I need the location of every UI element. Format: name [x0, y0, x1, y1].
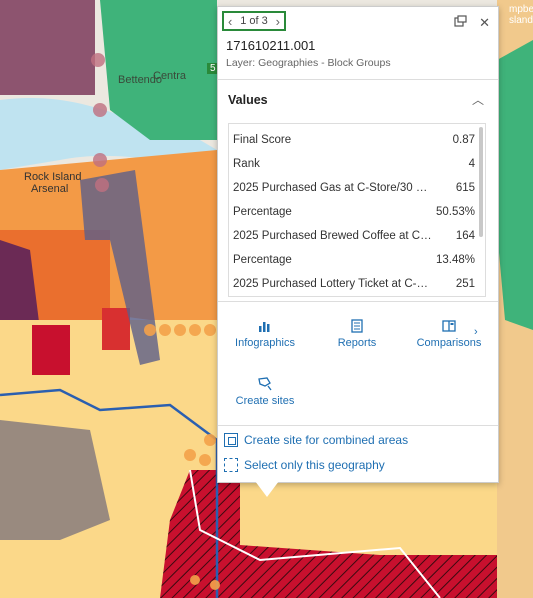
compare-icon	[442, 320, 456, 332]
region-green-north	[100, 0, 217, 140]
region-green-east	[497, 40, 533, 330]
map-label-central: Centra	[153, 70, 187, 82]
combined-areas-icon	[224, 433, 238, 447]
select-geography-icon	[224, 458, 238, 472]
chevron-up-icon[interactable]: ︿	[471, 93, 484, 107]
feature-id: 171610211.001	[226, 38, 316, 53]
table-row: 2025 Purchased Lottery Ticket at C-St...…	[233, 278, 475, 290]
reports-label: Reports	[337, 337, 377, 349]
values-heading: Values	[228, 93, 268, 107]
infographics-label: Infographics	[235, 337, 295, 349]
region-red-small-2	[102, 308, 130, 350]
point-cluster-2	[91, 53, 109, 192]
pager-text: 1 of 3	[240, 15, 268, 27]
divider	[218, 79, 498, 80]
map-label-bettendorf: Bettendo	[118, 74, 163, 86]
create-sites-label: Create sites	[235, 395, 295, 407]
report-icon	[351, 319, 363, 333]
select-only-geography-link[interactable]: Select only this geography	[224, 458, 385, 472]
table-row: Percentage 13.48%	[233, 254, 475, 266]
create-sites-icon	[258, 377, 272, 391]
select-only-geography-label: Select only this geography	[244, 458, 385, 472]
pager: ‹ 1 of 3 ›	[222, 11, 286, 31]
comparisons-button[interactable]: Comparisons	[404, 319, 494, 349]
comparisons-label: Comparisons	[416, 337, 482, 349]
popup-pointer	[255, 481, 279, 497]
popup-header-icons: ✕	[454, 15, 490, 31]
bar-chart-icon	[259, 322, 270, 332]
table-row: Percentage 50.53%	[233, 206, 475, 218]
next-icon[interactable]: ›	[275, 13, 280, 29]
region-red-small	[32, 325, 70, 375]
previous-icon[interactable]: ‹	[228, 13, 233, 29]
divider	[218, 425, 498, 426]
reports-button[interactable]: Reports	[312, 319, 402, 349]
road-line	[189, 469, 441, 598]
table-row: Final Score 0.87	[233, 134, 475, 146]
table-row: 2025 Purchased Brewed Coffee at C-... 16…	[233, 230, 475, 242]
corridor	[80, 170, 160, 365]
point-cluster	[144, 324, 220, 590]
create-sites-button[interactable]: Create sites	[220, 377, 310, 407]
map-label-arsenal-2: Arsenal	[31, 183, 69, 195]
feature-popup: ‹ 1 of 3 › ✕ 171610211.001 Layer: Geogra…	[217, 6, 499, 483]
region-dark-purple	[0, 240, 40, 330]
region-gray-sw	[0, 420, 110, 540]
table-row: Rank 4	[233, 158, 475, 170]
region-purple	[0, 0, 95, 95]
route-shield: 5	[207, 63, 219, 74]
map-label-campbell-1: mpbe	[509, 4, 533, 15]
layer-name: Layer: Geographies - Block Groups	[226, 57, 391, 69]
scrollbar[interactable]	[479, 127, 483, 237]
create-combined-site-link[interactable]: Create site for combined areas	[224, 433, 408, 447]
river	[0, 98, 217, 170]
table-row: 2025 Purchased Gas at C-Store/30 D... 61…	[233, 182, 475, 194]
create-combined-site-label: Create site for combined areas	[244, 433, 409, 447]
region-yellow-south	[240, 470, 497, 555]
infographics-button[interactable]: Infographics	[220, 319, 310, 349]
close-icon[interactable]: ✕	[479, 15, 490, 30]
values-table[interactable]: Final Score 0.87 Rank 4 2025 Purchased G…	[228, 123, 486, 297]
map-label-campbell-2: sland	[509, 15, 533, 26]
divider	[218, 301, 498, 302]
dock-icon[interactable]	[454, 15, 467, 31]
map-label-arsenal-1: Rock Island	[24, 171, 82, 183]
chevron-right-icon[interactable]: ›	[474, 326, 478, 338]
